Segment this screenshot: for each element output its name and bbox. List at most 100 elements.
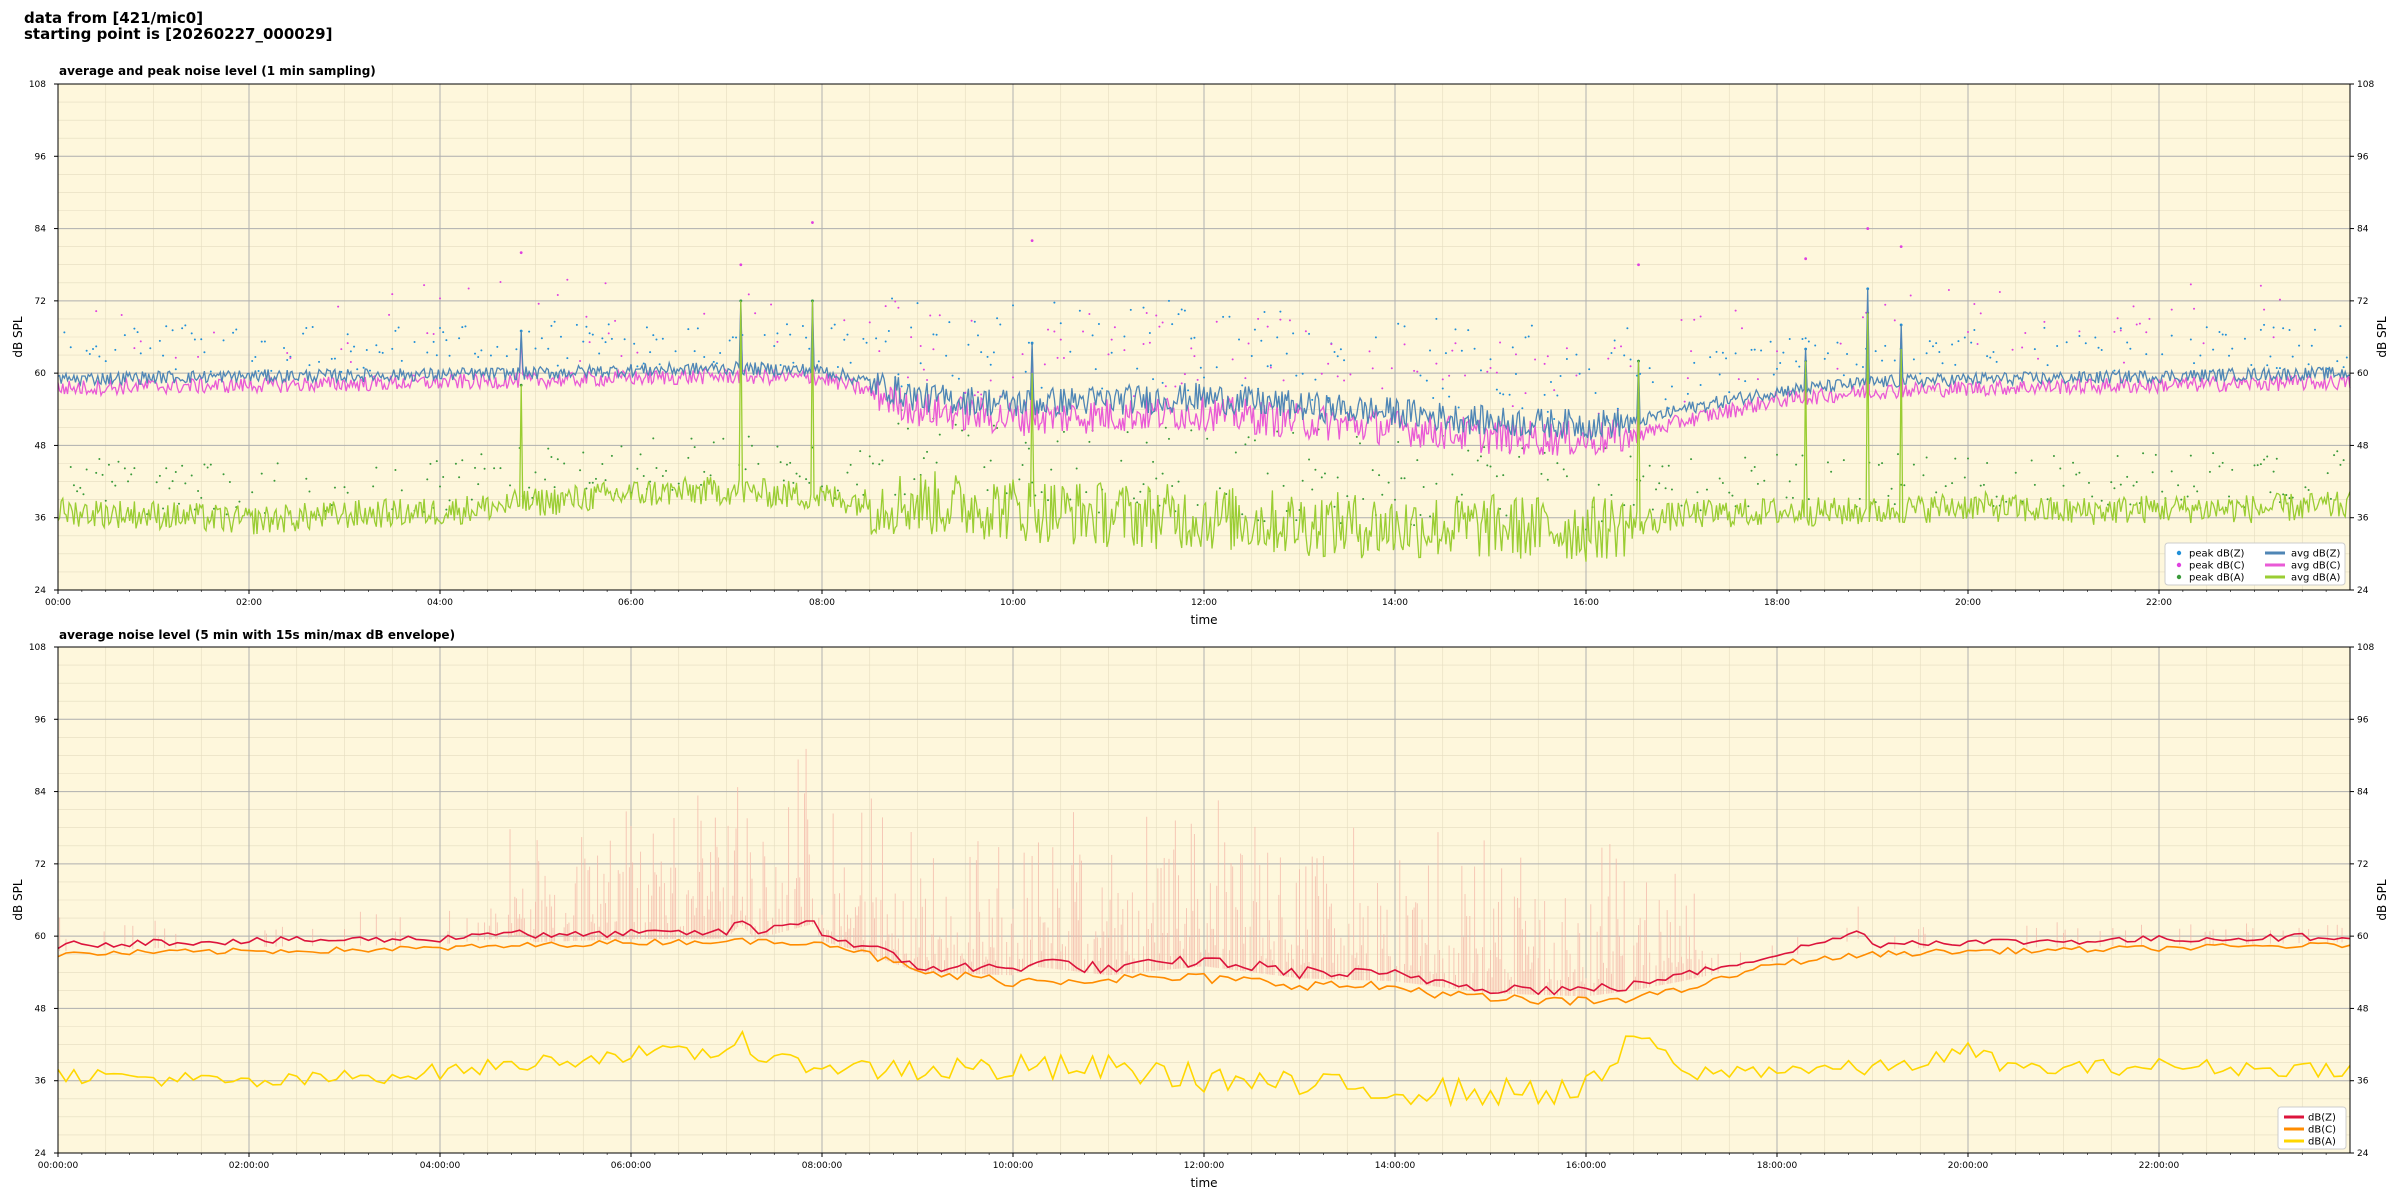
peak-c-point: [2024, 331, 2027, 334]
peak-z-point: [2084, 342, 2087, 345]
peak-z-point: [948, 321, 951, 324]
peak-z-point: [1397, 322, 1400, 325]
peak-a-point: [435, 460, 438, 463]
peak-z-point: [1053, 301, 1056, 304]
peak-z-point: [1931, 345, 1934, 348]
peak-z-point: [1753, 348, 1756, 351]
peak-a-point: [1358, 442, 1361, 445]
peak-a-point: [1763, 479, 1766, 482]
peak-z-point: [633, 342, 636, 345]
peak-z-point: [92, 348, 95, 351]
peak-z-point: [1807, 340, 1810, 343]
peak-a-point: [967, 434, 970, 437]
peak-c-point: [868, 321, 871, 324]
peak-a-point: [1152, 460, 1155, 463]
peak-z-point: [1989, 356, 1992, 359]
peak-c-point: [1448, 374, 1451, 377]
legend-label: dB(C): [2308, 1125, 2336, 1136]
peak-a-point: [2282, 493, 2285, 496]
peak-z-point: [1814, 344, 1817, 347]
peak-c-point: [556, 293, 559, 296]
peak-z-point: [222, 339, 225, 342]
peak-c-point: [286, 352, 289, 355]
peak-z-point: [1448, 395, 1451, 398]
peak-z-point: [1664, 398, 1667, 401]
x-tick-label: 02:00:00: [229, 1161, 270, 1171]
peak-c-point: [1021, 353, 1024, 356]
peak-c-point: [2202, 342, 2205, 345]
peak-z-point: [1846, 352, 1849, 355]
peak-z-point: [623, 338, 626, 341]
peak-a-point: [1282, 484, 1285, 487]
peak-z-point: [1855, 363, 1858, 366]
peak-a-point: [1126, 431, 1129, 434]
peak-z-point: [254, 356, 257, 359]
peak-z-point: [559, 335, 562, 338]
peak-z-point: [1938, 350, 1941, 353]
peak-z-point: [302, 332, 305, 335]
peak-z-point: [397, 326, 400, 329]
peak-z-point: [1199, 366, 1202, 369]
peak-a-point: [528, 486, 531, 489]
peak-a-point: [155, 481, 158, 484]
peak-c-point: [1836, 367, 1839, 370]
peak-a-point: [72, 484, 75, 487]
peak-c-point: [585, 315, 588, 318]
peak-z-point: [887, 329, 890, 332]
peak-z-point: [2205, 326, 2208, 329]
peak-z-point: [2266, 364, 2269, 367]
peak-a-point: [1912, 463, 1915, 466]
peak-c-point: [1107, 353, 1110, 356]
peak-c-point: [2189, 283, 2192, 286]
peak-c-point: [349, 361, 352, 364]
peak-c-point: [922, 368, 925, 371]
peak-a-point: [2196, 490, 2199, 493]
peak-a-point: [665, 469, 668, 472]
peak-a-point: [1027, 447, 1030, 450]
peak-z-point: [1336, 355, 1339, 358]
peak-z-point: [391, 347, 394, 350]
peak-z-point: [2126, 341, 2129, 344]
y-tick-label-left: 48: [35, 441, 47, 451]
peak-a-point: [2186, 495, 2189, 498]
peak-a-point: [2253, 464, 2256, 467]
peak-a-point: [2052, 454, 2055, 457]
y-tick-label-right: 72: [2357, 297, 2368, 307]
peak-a-point: [2212, 452, 2215, 455]
peak-z-point: [1788, 337, 1791, 340]
peak-z-point: [891, 297, 894, 300]
peak-a-point: [1218, 487, 1221, 490]
peak-a-point: [1597, 483, 1600, 486]
peak-z-point: [2259, 328, 2262, 331]
peak-z-point: [598, 352, 601, 355]
peak-z-point: [1578, 372, 1581, 375]
peak-c-point: [1976, 343, 1979, 346]
peak-a-point: [209, 463, 212, 466]
peak-a-point: [2135, 480, 2138, 483]
peak-z-point: [2288, 329, 2291, 332]
peak-c-point: [1553, 389, 1556, 392]
peak-a-point: [2033, 483, 2036, 486]
peak-a-point: [1801, 454, 1804, 457]
peak-c-point: [1088, 312, 1091, 315]
peak-c-point: [2037, 357, 2040, 360]
y-tick-label-left: 96: [35, 152, 47, 162]
peak-z-point: [1432, 397, 1435, 400]
peak-c-point: [439, 297, 441, 300]
peak-z-point: [286, 359, 289, 362]
peak-c-point: [2043, 320, 2046, 323]
peak-z-point: [1183, 309, 1186, 312]
peak-c-point: [894, 300, 897, 303]
peak-a-point: [1785, 496, 1788, 499]
peak-a-point: [190, 474, 193, 477]
peak-point: [519, 251, 523, 255]
peak-c-point: [2132, 305, 2135, 308]
peak-z-point: [1629, 358, 1632, 361]
peak-c-point: [1435, 362, 1438, 365]
peak-z-point: [1874, 350, 1877, 353]
peak-a-point: [1136, 501, 1139, 504]
peak-z-point: [2119, 327, 2122, 330]
peak-a-point: [260, 472, 263, 475]
x-tick-label: 14:00:00: [1375, 1161, 1416, 1171]
peak-c-point: [499, 281, 502, 284]
